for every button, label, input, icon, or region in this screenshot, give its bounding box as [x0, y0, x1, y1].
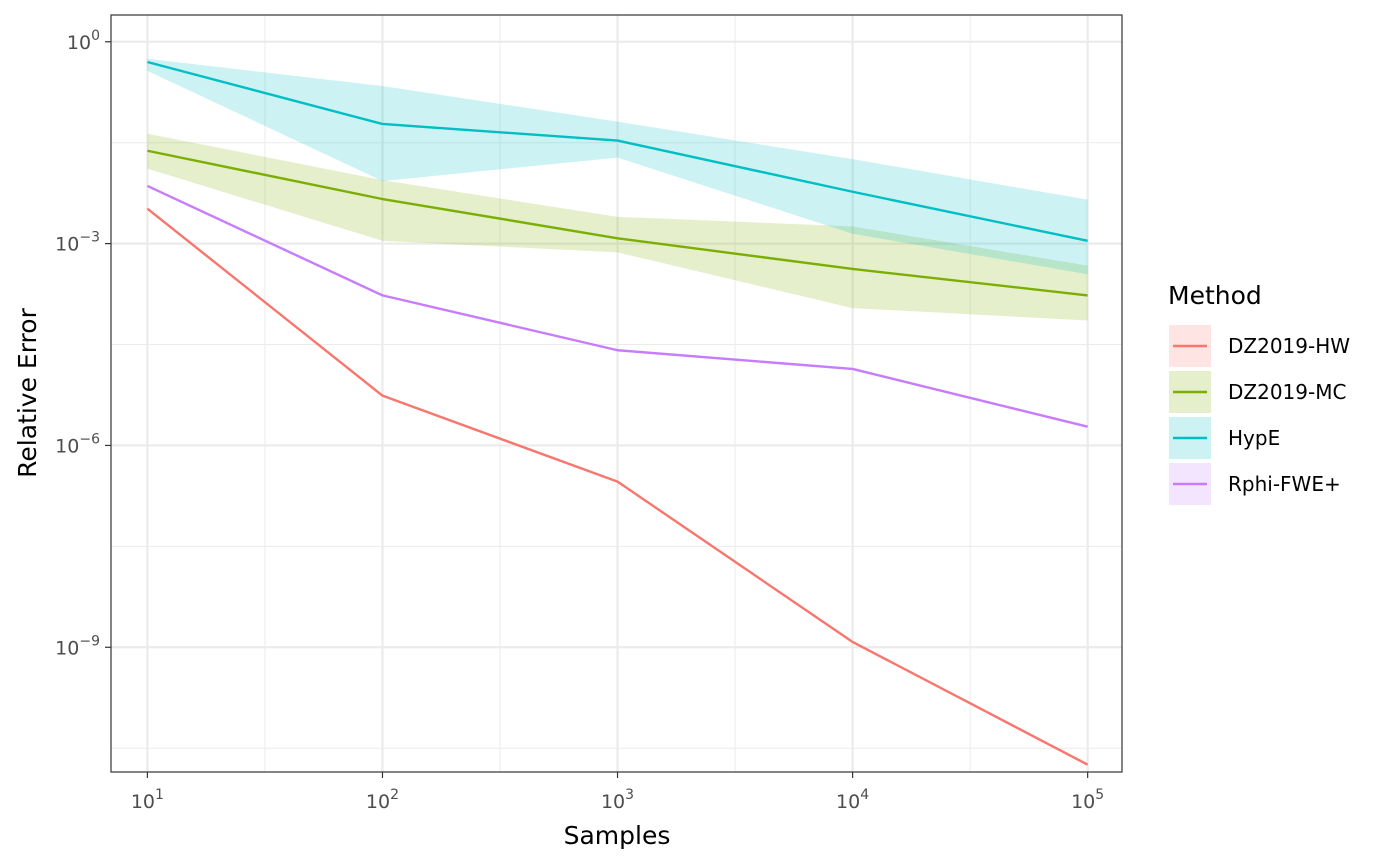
y-tick-label: 10−3: [55, 230, 100, 256]
legend-title: Method: [1168, 281, 1262, 310]
series-line-hype: [147, 60, 1088, 242]
legend-label-dz2019-mc: DZ2019-MC: [1228, 380, 1346, 404]
legend: Method DZ2019-HW DZ2019-MC HypE Rphi-FWE+: [1168, 281, 1350, 505]
series-line-rphi-fwe-: [146, 184, 1088, 428]
ribbons: [147, 58, 1088, 321]
x-tick-label: 101: [131, 787, 164, 813]
x-tick-label: 102: [366, 787, 399, 813]
legend-item-dz2019-hw: DZ2019-HW: [1169, 325, 1350, 367]
ribbon-dz2019-mc: [147, 133, 1088, 321]
y-tick-label: 10−9: [55, 633, 100, 659]
y-tick-label: 10−6: [55, 431, 100, 457]
series-line-dz2019-mc: [147, 149, 1088, 297]
panel-border: [110, 14, 1123, 773]
legend-label-hype: HypE: [1228, 426, 1280, 450]
legend-item-rphi-fwe-: Rphi-FWE+: [1169, 463, 1341, 505]
x-axis-title: Samples: [564, 821, 671, 850]
legend-label-dz2019-hw: DZ2019-HW: [1228, 334, 1350, 358]
x-tick-label: 105: [1071, 787, 1104, 813]
ribbon-hype: [147, 58, 1088, 275]
legend-label-rphi-fwe-: Rphi-FWE+: [1228, 472, 1341, 496]
legend-item-hype: HypE: [1169, 417, 1280, 459]
y-axis: 100 10−3 10−6 10−9: [55, 28, 111, 659]
y-tick-label: 100: [67, 28, 100, 54]
series-lines: [146, 60, 1089, 766]
series-line-dz2019-hw: [146, 207, 1089, 766]
x-axis: 101 102 103 104 105: [131, 772, 1104, 813]
legend-item-dz2019-mc: DZ2019-MC: [1169, 371, 1346, 413]
x-tick-label: 104: [836, 787, 869, 813]
y-axis-title: Relative Error: [13, 307, 42, 477]
x-tick-label: 103: [601, 787, 634, 813]
